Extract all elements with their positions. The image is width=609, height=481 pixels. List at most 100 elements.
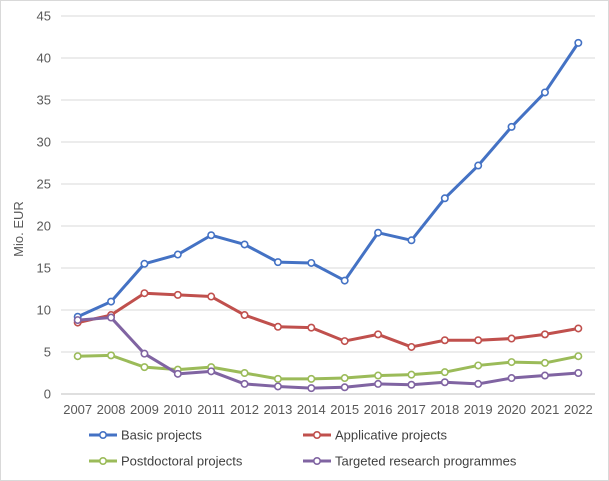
- series-line: [76, 41, 580, 319]
- legend-label: Postdoctoral projects: [121, 454, 243, 469]
- y-tick-label: 0: [44, 387, 51, 402]
- data-point: [407, 236, 416, 245]
- x-tick-label: 2016: [364, 402, 393, 417]
- legend-label: Basic projects: [121, 428, 202, 443]
- data-point: [507, 374, 516, 383]
- y-tick-label: 30: [37, 135, 51, 150]
- data-point: [440, 194, 449, 203]
- x-tick-label: 2011: [197, 402, 225, 417]
- data-point: [207, 367, 216, 376]
- series-line: [76, 316, 580, 390]
- x-tick-label: 2013: [263, 402, 292, 417]
- data-point: [73, 352, 82, 361]
- data-point: [140, 289, 149, 298]
- data-point: [207, 292, 216, 301]
- data-point: [140, 363, 149, 372]
- data-point: [574, 352, 583, 361]
- data-point: [374, 228, 383, 237]
- series-applicative-projects: [73, 289, 583, 351]
- series-basic-projects: [73, 38, 583, 321]
- x-tick-label: 2019: [464, 402, 493, 417]
- data-point: [207, 231, 216, 240]
- legend-label: Applicative projects: [335, 428, 447, 443]
- data-point: [240, 240, 249, 249]
- x-axis-ticks: 2007 2008 2009 2010 2011 2012 2013 2014 2015 2016…: [63, 402, 593, 417]
- x-tick-label: 2020: [497, 402, 526, 417]
- data-point: [540, 371, 549, 380]
- data-point: [340, 337, 349, 346]
- data-point: [340, 383, 349, 392]
- data-point: [407, 380, 416, 389]
- data-point: [240, 311, 249, 320]
- legend-item: Targeted research programmes: [303, 454, 517, 469]
- y-axis-title: Mio. EUR: [11, 201, 26, 257]
- data-point: [507, 122, 516, 131]
- data-point: [474, 161, 483, 170]
- data-point: [540, 358, 549, 367]
- y-tick-label: 35: [37, 93, 51, 108]
- y-tick-label: 20: [37, 219, 51, 234]
- series-lines: [73, 38, 583, 393]
- data-point: [507, 358, 516, 367]
- data-point: [107, 297, 116, 306]
- y-tick-label: 45: [37, 9, 51, 24]
- data-point: [307, 258, 316, 267]
- data-point: [540, 88, 549, 97]
- data-point: [140, 259, 149, 268]
- x-tick-label: 2008: [97, 402, 126, 417]
- x-tick-label: 2022: [564, 402, 593, 417]
- legend-swatch-marker: [99, 456, 108, 465]
- data-point: [340, 374, 349, 383]
- gridlines: [61, 15, 595, 395]
- data-point: [173, 369, 182, 378]
- data-point: [307, 384, 316, 393]
- x-tick-label: 2009: [130, 402, 159, 417]
- data-point: [140, 349, 149, 358]
- legend: Basic projects Applicative projects Postdo…: [89, 428, 517, 469]
- data-point: [507, 334, 516, 343]
- x-tick-label: 2015: [330, 402, 359, 417]
- series-postdoctoral-projects: [73, 351, 583, 383]
- data-point: [273, 258, 282, 267]
- x-tick-label: 2010: [163, 402, 192, 417]
- data-point: [173, 250, 182, 259]
- data-point: [474, 336, 483, 345]
- data-point: [407, 370, 416, 379]
- data-point: [374, 379, 383, 388]
- data-point: [273, 382, 282, 391]
- data-point: [407, 342, 416, 351]
- data-point: [307, 374, 316, 383]
- data-point: [73, 316, 82, 325]
- series-line: [76, 291, 580, 349]
- x-tick-label: 2018: [430, 402, 459, 417]
- data-point: [440, 378, 449, 387]
- data-point: [474, 361, 483, 370]
- legend-item: Basic projects: [89, 428, 202, 443]
- x-tick-label: 2017: [397, 402, 426, 417]
- legend-swatch-marker: [312, 430, 321, 439]
- x-tick-label: 2014: [297, 402, 326, 417]
- legend-label: Targeted research programmes: [335, 454, 517, 469]
- series-targeted-research-programmes: [73, 313, 583, 393]
- data-point: [173, 290, 182, 299]
- legend-swatch-marker: [312, 456, 321, 465]
- y-axis-ticks: 0 5 10 15 20 25 30 35 40 45: [37, 9, 51, 402]
- x-tick-label: 2007: [63, 402, 92, 417]
- legend-item: Applicative projects: [303, 428, 447, 443]
- data-point: [574, 368, 583, 377]
- data-point: [440, 368, 449, 377]
- x-tick-label: 2021: [530, 402, 559, 417]
- data-point: [440, 336, 449, 345]
- legend-item: Postdoctoral projects: [89, 454, 243, 469]
- y-tick-label: 15: [37, 261, 51, 276]
- data-point: [240, 379, 249, 388]
- data-point: [374, 371, 383, 380]
- data-point: [307, 323, 316, 332]
- data-point: [540, 330, 549, 339]
- data-point: [107, 351, 116, 360]
- y-tick-label: 5: [44, 345, 51, 360]
- data-point: [374, 330, 383, 339]
- data-point: [574, 324, 583, 333]
- data-point: [107, 313, 116, 322]
